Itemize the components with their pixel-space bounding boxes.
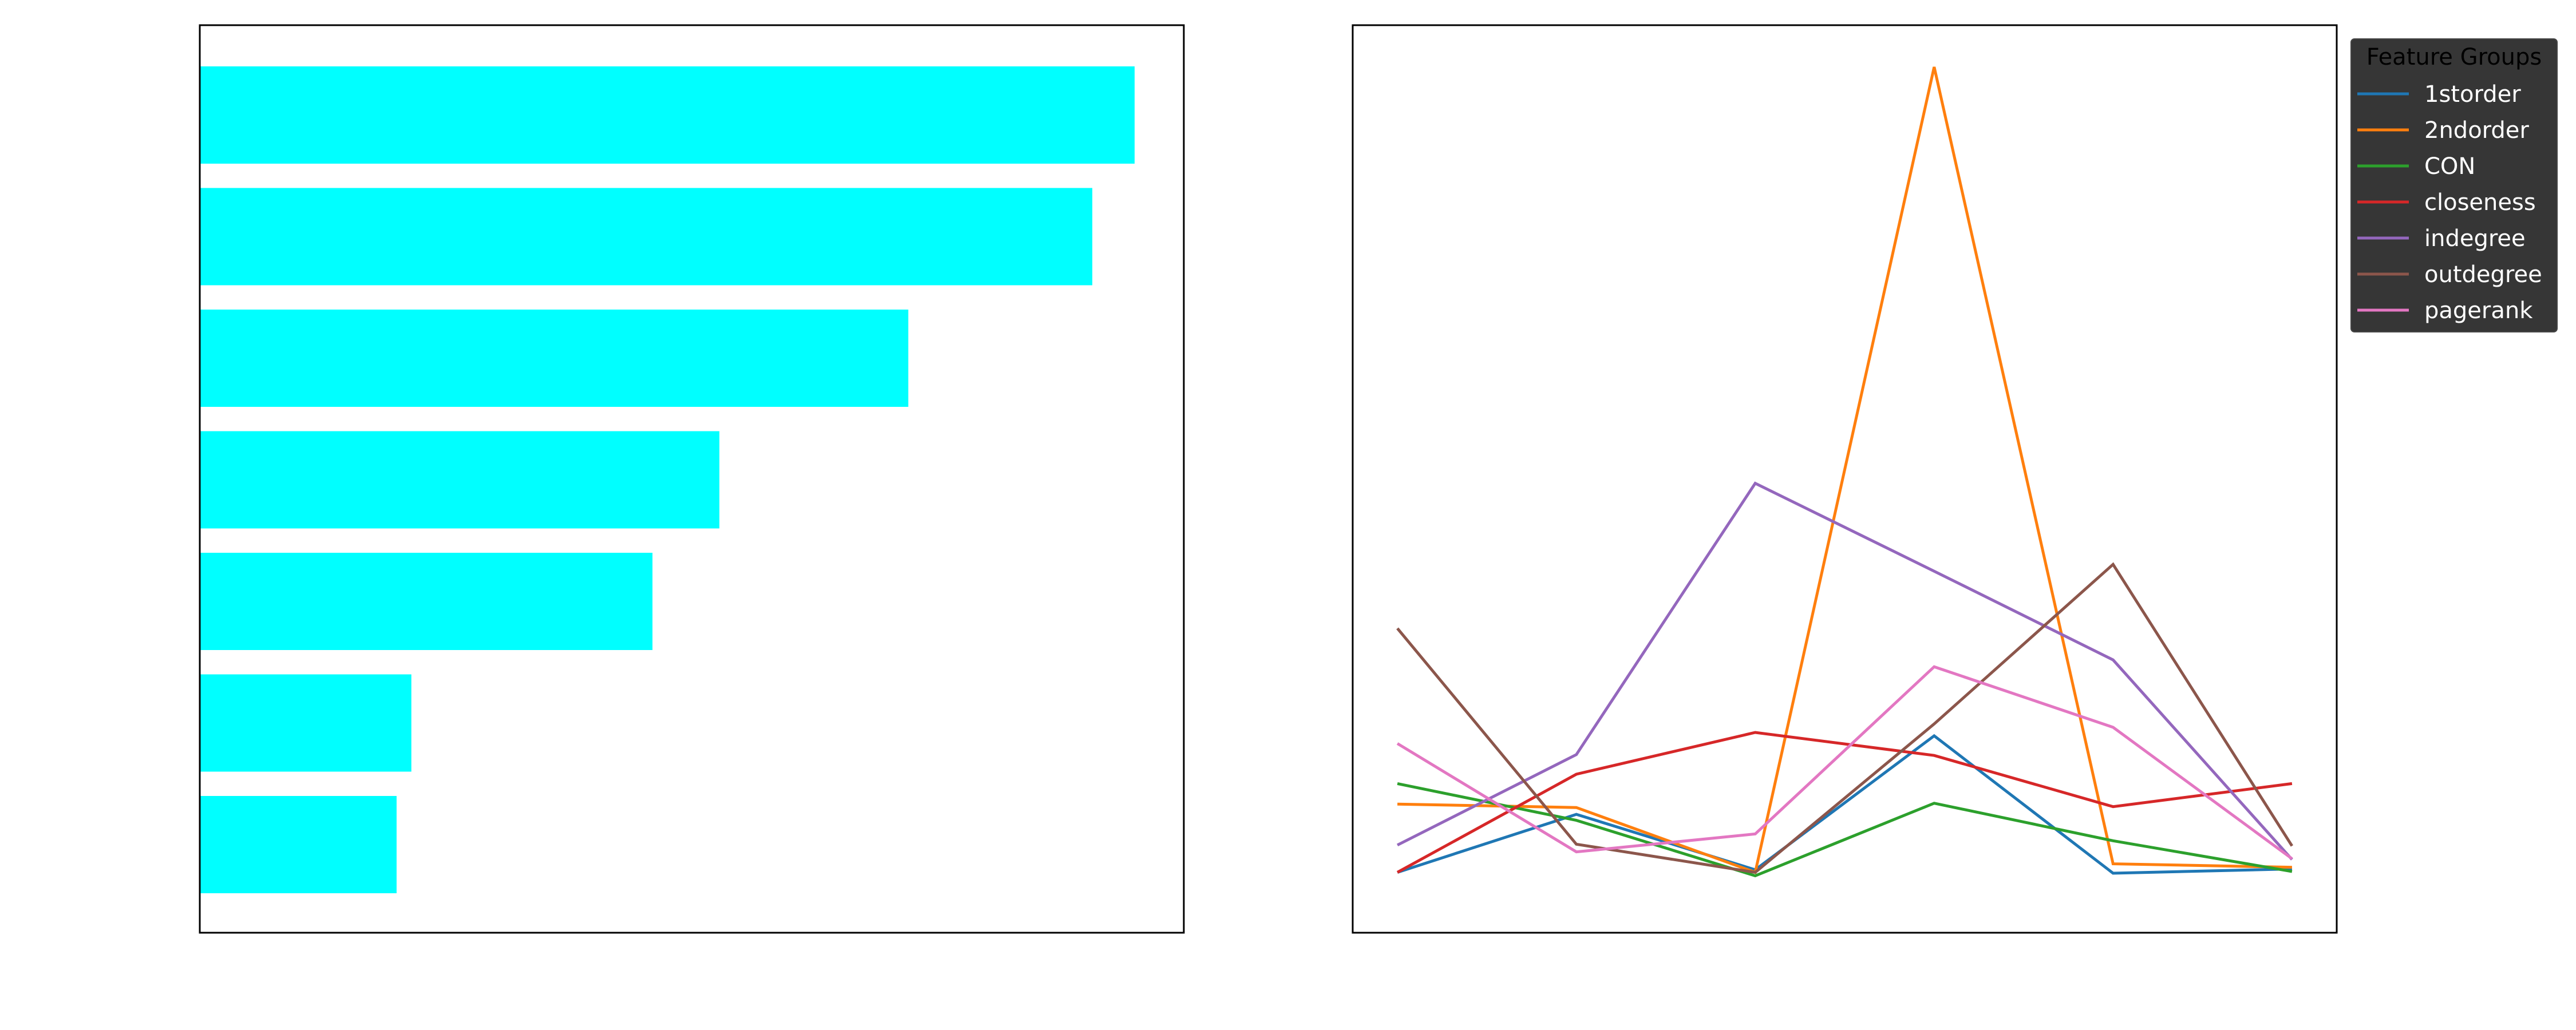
legend-box	[2350, 38, 2558, 332]
legend-label-outdegree: outdegree	[2424, 262, 2542, 288]
line-marks	[1396, 66, 2294, 878]
legend-label-1storder: 1storder	[2424, 81, 2521, 108]
legend-label-closeness: closeness	[2424, 189, 2536, 216]
legend-label-2ndorder: 2ndorder	[2424, 117, 2529, 144]
bar-2	[200, 188, 1093, 286]
legend: Feature Groups 1storder 2ndorder CON closen…	[2350, 38, 2558, 332]
bar-chart-panel	[199, 24, 1185, 934]
bar-4	[200, 431, 720, 529]
bar-6	[200, 674, 412, 772]
legend-label-indegree: indegree	[2424, 225, 2526, 252]
bar-1	[200, 66, 1135, 164]
bar-chart-axes-frame	[199, 24, 1185, 934]
series-line-indegree	[1396, 481, 2293, 861]
line-chart-panel	[1352, 24, 2338, 934]
bar-5	[200, 553, 653, 650]
legend-label-CON: CON	[2424, 153, 2475, 180]
bar-7	[200, 796, 397, 893]
series-line-1storder	[1397, 734, 2292, 875]
line-chart-axes-frame	[1352, 24, 2338, 934]
series-line-CON	[1397, 782, 2293, 878]
legend-title: Feature Groups	[2366, 44, 2542, 70]
series-line-outdegree	[1396, 562, 2294, 874]
bar-marks	[200, 66, 1135, 893]
legend-label-pagerank: pagerank	[2424, 298, 2533, 324]
bar-3	[200, 310, 908, 407]
series-line-closeness	[1396, 731, 2293, 874]
series-line-pagerank	[1396, 665, 2293, 860]
legend-entries: 1storder 2ndorder CON closeness indegree outd…	[2357, 81, 2542, 324]
